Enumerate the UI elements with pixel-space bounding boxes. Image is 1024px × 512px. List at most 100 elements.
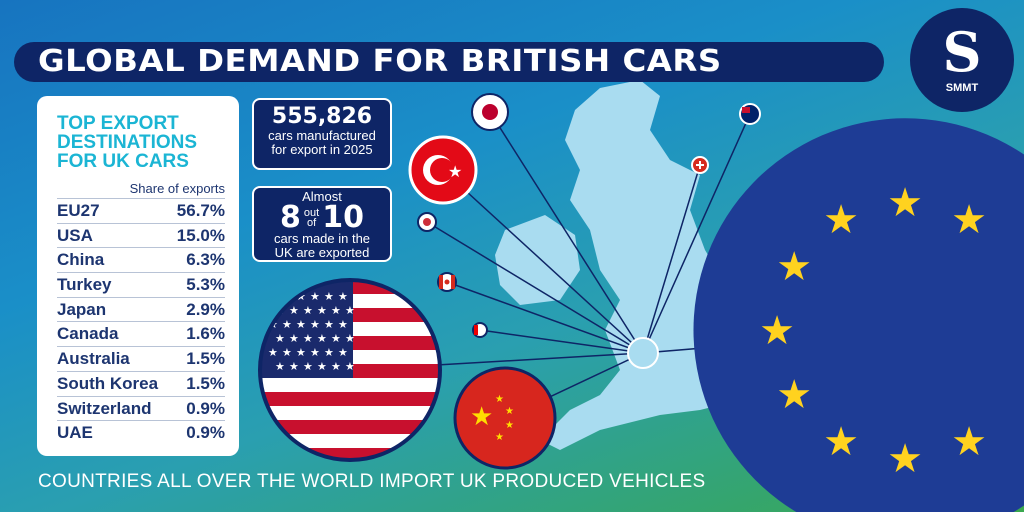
svg-text:★: ★ bbox=[324, 291, 334, 303]
table-row: EU27 56.7% bbox=[57, 199, 225, 224]
uk-hub bbox=[627, 337, 659, 369]
australia-flag-icon bbox=[739, 103, 761, 125]
svg-text:★: ★ bbox=[296, 291, 306, 303]
eu-flag-disc bbox=[693, 118, 1024, 512]
export-count-box: 555,826 cars manufactured for export in … bbox=[252, 98, 392, 170]
svg-text:★: ★ bbox=[505, 406, 514, 417]
eu-star-icon: ★ bbox=[951, 420, 987, 464]
country-name: Japan bbox=[57, 299, 107, 319]
svg-text:★: ★ bbox=[310, 347, 320, 359]
table-row: UAE 0.9% bbox=[57, 421, 225, 446]
svg-text:★: ★ bbox=[317, 305, 327, 317]
export-share: 2.9% bbox=[186, 299, 225, 319]
svg-text:★: ★ bbox=[345, 361, 355, 373]
country-name: Australia bbox=[57, 349, 130, 369]
svg-text:★: ★ bbox=[470, 401, 493, 431]
column-header: Share of exports bbox=[57, 181, 225, 199]
table-row: Australia 1.5% bbox=[57, 347, 225, 372]
export-ratio-box: Almost 8 out of 10 cars made in the UK ar… bbox=[252, 186, 392, 262]
svg-text:★: ★ bbox=[338, 319, 348, 331]
smmt-s-icon: S bbox=[942, 20, 982, 84]
eu-star-icon: ★ bbox=[887, 181, 923, 225]
export-count-caption-1: cars manufactured bbox=[268, 128, 376, 143]
export-count: 555,826 bbox=[271, 104, 373, 129]
table-row: China 6.3% bbox=[57, 248, 225, 274]
title-banner bbox=[14, 42, 884, 82]
svg-text:★: ★ bbox=[331, 305, 341, 317]
svg-text:★: ★ bbox=[289, 305, 299, 317]
eu-star-icon: ★ bbox=[776, 373, 812, 417]
svg-text:★: ★ bbox=[345, 333, 355, 345]
svg-text:★: ★ bbox=[345, 305, 355, 317]
ratio-caption-1: cars made in the bbox=[273, 231, 371, 246]
svg-text:★: ★ bbox=[495, 432, 504, 443]
country-name: USA bbox=[57, 225, 93, 245]
table-heading: TOP EXPORT DESTINATIONS FOR UK CARS bbox=[57, 113, 198, 172]
svg-text:★: ★ bbox=[268, 291, 278, 303]
svg-text:★: ★ bbox=[324, 347, 334, 359]
svg-text:★: ★ bbox=[303, 361, 313, 373]
eu-star-icon: ★ bbox=[776, 245, 812, 289]
svg-text:★: ★ bbox=[324, 319, 334, 331]
china-flag-circle: ★ ★ ★ ★ ★ bbox=[453, 366, 557, 470]
export-table-card: TOP EXPORT DESTINATIONS FOR UK CARS Shar… bbox=[37, 96, 239, 456]
svg-text:★: ★ bbox=[317, 333, 327, 345]
uae-flag-icon bbox=[472, 322, 488, 338]
footer-tagline: COUNTRIES ALL OVER THE WORLD IMPORT UK P… bbox=[38, 471, 706, 492]
eu-star-icon: ★ bbox=[951, 198, 987, 242]
ratio-caption-2: UK are exported bbox=[274, 245, 370, 260]
export-share: 1.5% bbox=[186, 349, 225, 369]
svg-text:★: ★ bbox=[338, 347, 348, 359]
table-rows: EU27 56.7% USA 15.0% China 6.3% Turkey 5.3% Japa… bbox=[57, 199, 225, 446]
svg-text:★: ★ bbox=[282, 319, 292, 331]
export-share: 15.0% bbox=[176, 225, 225, 245]
country-name: Switzerland bbox=[57, 398, 152, 418]
south-korea-flag-icon bbox=[417, 212, 437, 232]
eu-star-icon: ★ bbox=[887, 437, 923, 481]
svg-text:★: ★ bbox=[289, 361, 299, 373]
svg-text:★: ★ bbox=[505, 420, 514, 431]
eu-star-icon: ★ bbox=[823, 420, 859, 464]
table-row: Japan 2.9% bbox=[57, 298, 225, 323]
switzerland-flag-icon bbox=[691, 156, 709, 174]
svg-text:★: ★ bbox=[310, 319, 320, 331]
export-share: 56.7% bbox=[176, 201, 225, 220]
svg-text:★: ★ bbox=[282, 347, 292, 359]
svg-text:★: ★ bbox=[289, 333, 299, 345]
svg-text:★: ★ bbox=[310, 291, 320, 303]
export-share: 1.6% bbox=[186, 324, 225, 344]
export-share: 0.9% bbox=[186, 398, 225, 418]
ratio-num2: 10 bbox=[322, 200, 364, 235]
svg-text:★: ★ bbox=[331, 333, 341, 345]
country-name: South Korea bbox=[57, 373, 159, 393]
export-share: 5.3% bbox=[186, 275, 225, 295]
turkey-flag-circle: ★ bbox=[408, 135, 478, 205]
country-name: Canada bbox=[57, 324, 119, 344]
svg-text:★: ★ bbox=[275, 361, 285, 373]
logo-text: SMMT bbox=[945, 82, 979, 94]
svg-text:★: ★ bbox=[495, 394, 504, 405]
japan-flag-circle bbox=[471, 93, 509, 131]
country-name: EU27 bbox=[57, 201, 100, 220]
us-flag-circle: ★ ★ ★ ★ ★ ★★ ★ ★ ★ ★ ★★ ★ ★ ★ ★ ★★ ★ ★ ★ ★ ★★ ★ ★ ★ ★ ★★ ★ ★ ★ ★ ★ bbox=[258, 278, 442, 462]
country-name: China bbox=[57, 250, 105, 270]
table-row: Canada 1.6% bbox=[57, 322, 225, 348]
svg-text:★: ★ bbox=[303, 333, 313, 345]
country-name: UAE bbox=[57, 423, 93, 443]
ratio-of: of bbox=[306, 217, 317, 229]
svg-text:★: ★ bbox=[275, 333, 285, 345]
smmt-logo: S SMMT bbox=[910, 8, 1014, 112]
eu-star-icon: ★ bbox=[759, 309, 795, 353]
canada-flag-icon bbox=[437, 272, 457, 292]
export-count-caption-2: for export in 2025 bbox=[271, 142, 373, 157]
table-row: Turkey 5.3% bbox=[57, 273, 225, 298]
svg-text:★: ★ bbox=[296, 347, 306, 359]
svg-text:★: ★ bbox=[268, 347, 278, 359]
svg-text:★: ★ bbox=[303, 305, 313, 317]
svg-text:★: ★ bbox=[296, 319, 306, 331]
svg-text:★: ★ bbox=[448, 164, 462, 181]
ratio-num1: 8 bbox=[280, 200, 301, 235]
table-row: Switzerland 0.9% bbox=[57, 397, 225, 422]
svg-text:★: ★ bbox=[331, 361, 341, 373]
